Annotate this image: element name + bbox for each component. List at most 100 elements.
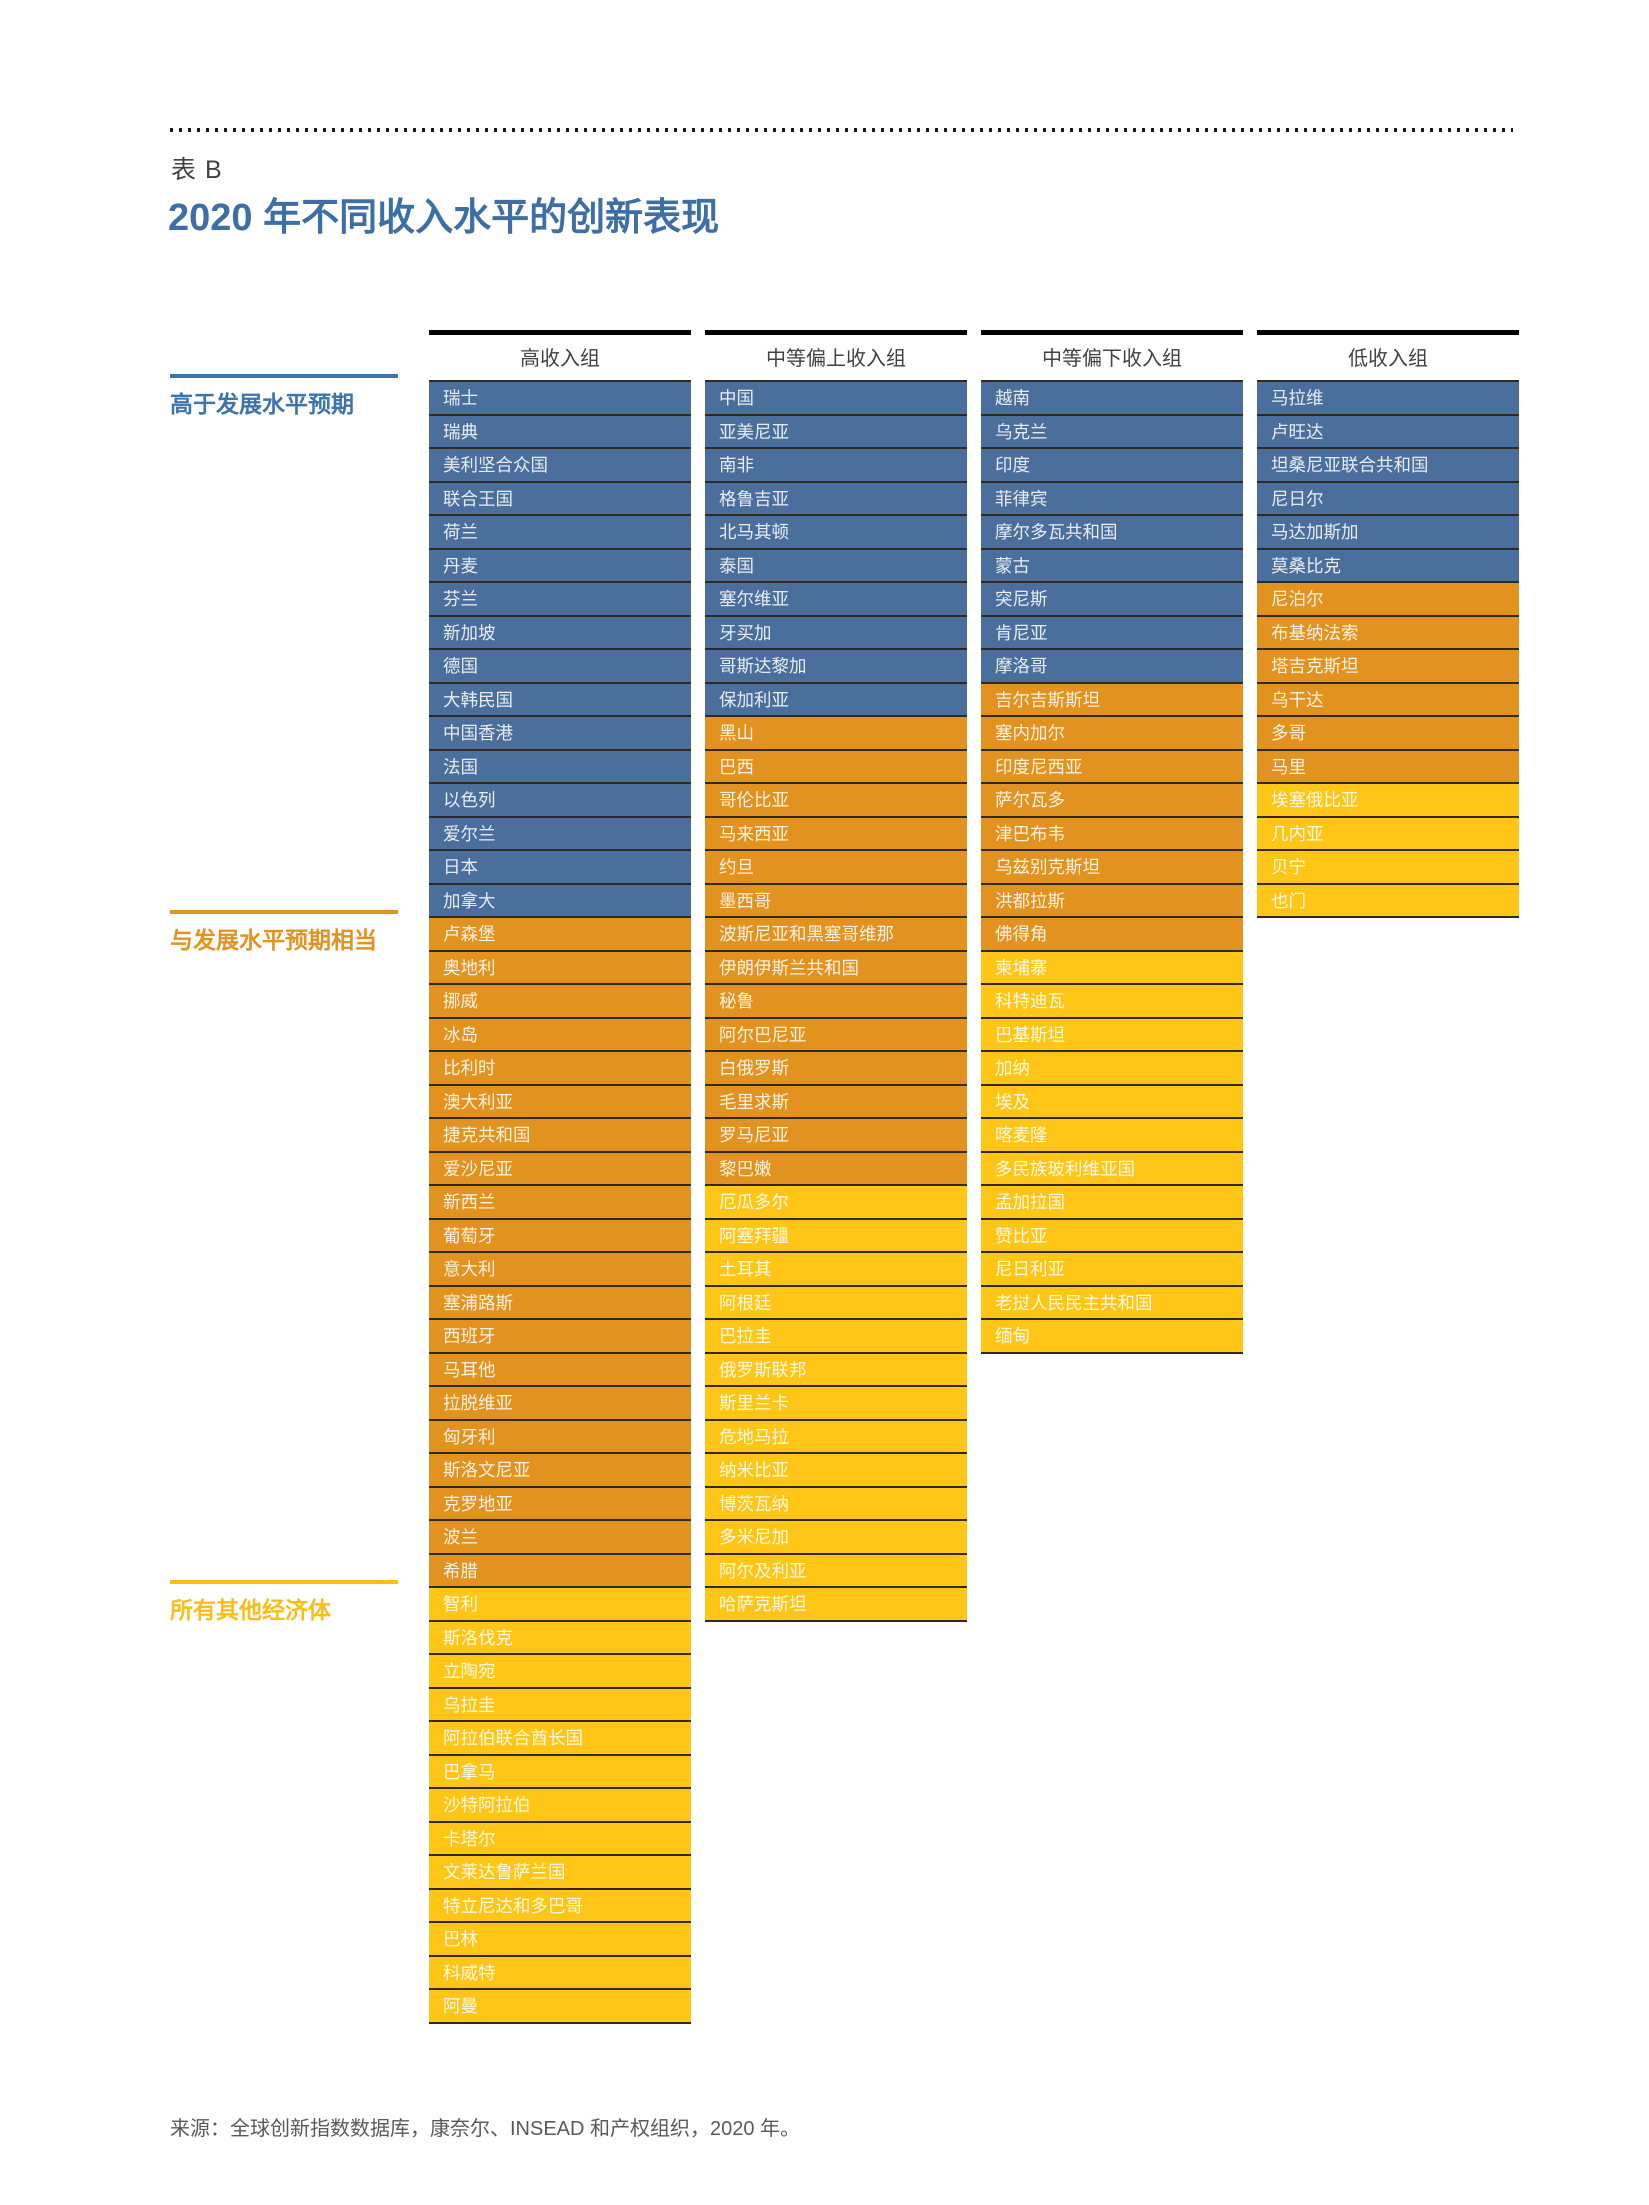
economy-cell: 阿尔巴尼亚	[705, 1018, 967, 1052]
economy-cell: 巴西	[705, 750, 967, 784]
economy-cell: 缅甸	[981, 1320, 1243, 1354]
economy-cell: 厄瓜多尔	[705, 1186, 967, 1220]
economy-cell: 尼日利亚	[981, 1253, 1243, 1287]
economy-cell: 埃塞俄比亚	[1257, 784, 1519, 818]
economy-cell: 马里	[1257, 750, 1519, 784]
economy-cell: 多民族玻利维亚国	[981, 1152, 1243, 1186]
economy-cell: 埃及	[981, 1085, 1243, 1119]
economy-cell: 巴林	[429, 1923, 691, 1957]
economy-cell: 伊朗伊斯兰共和国	[705, 951, 967, 985]
economy-cell: 葡萄牙	[429, 1219, 691, 1253]
economy-cell: 德国	[429, 650, 691, 684]
column-header-high-income: 高收入组	[520, 348, 600, 370]
economy-cell: 爱尔兰	[429, 817, 691, 851]
economy-cell: 约旦	[705, 851, 967, 885]
top-dotted-rule	[170, 128, 1513, 132]
column-header-bar-high-income	[429, 330, 691, 335]
economy-cell: 多米尼加	[705, 1521, 967, 1555]
economy-cell: 菲律宾	[981, 482, 1243, 516]
economy-cell: 塔吉克斯坦	[1257, 650, 1519, 684]
group-rule-all-other-economies	[170, 1580, 398, 1584]
economy-cell: 文莱达鲁萨兰国	[429, 1856, 691, 1890]
economy-cell: 阿根廷	[705, 1286, 967, 1320]
economy-cell: 白俄罗斯	[705, 1052, 967, 1086]
economy-cell: 塞浦路斯	[429, 1286, 691, 1320]
economy-cell: 爱沙尼亚	[429, 1152, 691, 1186]
economy-cell: 黎巴嫩	[705, 1152, 967, 1186]
economy-cell: 斯洛文尼亚	[429, 1454, 691, 1488]
economy-cell: 捷克共和国	[429, 1119, 691, 1153]
economy-cell: 坦桑尼亚联合共和国	[1257, 449, 1519, 483]
economy-cell: 牙买加	[705, 616, 967, 650]
economy-cell: 联合王国	[429, 482, 691, 516]
economy-cell: 乌克兰	[981, 415, 1243, 449]
economy-cell: 特立尼达和多巴哥	[429, 1889, 691, 1923]
economy-cell: 拉脱维亚	[429, 1387, 691, 1421]
economy-cell: 印度	[981, 449, 1243, 483]
economy-cell: 匈牙利	[429, 1420, 691, 1454]
economy-cell: 克罗地亚	[429, 1487, 691, 1521]
economy-cell: 卢森堡	[429, 918, 691, 952]
economy-cell: 津巴布韦	[981, 817, 1243, 851]
column-header-bar-lower-middle-income	[981, 330, 1243, 335]
economy-cell: 摩洛哥	[981, 650, 1243, 684]
economy-cell: 摩尔多瓦共和国	[981, 516, 1243, 550]
economy-cell: 蒙古	[981, 549, 1243, 583]
economy-cell: 西班牙	[429, 1320, 691, 1354]
economy-cell: 危地马拉	[705, 1420, 967, 1454]
economy-cell: 印度尼西亚	[981, 750, 1243, 784]
economy-cell: 加拿大	[429, 884, 691, 918]
economy-cell: 秘鲁	[705, 985, 967, 1019]
economy-cell: 肯尼亚	[981, 616, 1243, 650]
economy-column-high-income: 瑞士 瑞典 美利坚合众国 联合王国 荷兰 丹麦 芬兰 新加坡 德国 大韩民国 中国香港 法国 以色列 爱尔…	[429, 380, 691, 2024]
economy-cell: 博茨瓦纳	[705, 1487, 967, 1521]
economy-column-upper-middle-income: 中国 亚美尼亚 南非 格鲁吉亚 北马其顿 泰国 塞尔维亚 牙买加 哥斯达黎加 保加利亚 黑山 巴西 哥伦…	[705, 380, 967, 1622]
economy-cell: 加纳	[981, 1052, 1243, 1086]
economy-cell: 亚美尼亚	[705, 415, 967, 449]
economy-cell: 冰岛	[429, 1018, 691, 1052]
economy-cell: 马达加斯加	[1257, 516, 1519, 550]
economy-cell: 阿尔及利亚	[705, 1554, 967, 1588]
economy-cell: 波斯尼亚和黑塞哥维那	[705, 918, 967, 952]
economy-column-low-income: 马拉维 卢旺达 坦桑尼亚联合共和国 尼日尔 马达加斯加 莫桑比克 尼泊尔 布基纳法索 塔吉克斯坦…	[1257, 380, 1519, 918]
economy-cell: 格鲁吉亚	[705, 482, 967, 516]
economy-cell: 乌干达	[1257, 683, 1519, 717]
economy-cell: 卡塔尔	[429, 1822, 691, 1856]
economy-cell: 乌拉圭	[429, 1688, 691, 1722]
economy-cell: 波兰	[429, 1521, 691, 1555]
economy-cell: 奥地利	[429, 951, 691, 985]
economy-cell: 赞比亚	[981, 1219, 1243, 1253]
economy-cell: 比利时	[429, 1052, 691, 1086]
economy-cell: 卢旺达	[1257, 415, 1519, 449]
economy-cell: 塞尔维亚	[705, 583, 967, 617]
economy-cell: 塞内加尔	[981, 717, 1243, 751]
economy-cell: 土耳其	[705, 1253, 967, 1287]
group-label-text: 高于发展水平预期	[170, 391, 354, 417]
economy-cell: 俄罗斯联邦	[705, 1353, 967, 1387]
economy-cell: 越南	[981, 382, 1243, 416]
economy-cell: 罗马尼亚	[705, 1119, 967, 1153]
economy-cell: 大韩民国	[429, 683, 691, 717]
column-header-upper-middle-income: 中等偏上收入组	[766, 348, 906, 370]
economy-cell: 贝宁	[1257, 851, 1519, 885]
economy-cell: 希腊	[429, 1554, 691, 1588]
group-label-text: 所有其他经济体	[170, 1597, 331, 1623]
group-label-all-other-economies: 所有其他经济体	[170, 1580, 420, 1625]
source-note: 来源：全球创新指数数据库，康奈尔、INSEAD 和产权组织，2020 年。	[170, 2118, 801, 2140]
group-rule-above-expectations	[170, 374, 398, 378]
economy-cell: 澳大利亚	[429, 1085, 691, 1119]
economy-cell: 意大利	[429, 1253, 691, 1287]
economy-cell: 阿拉伯联合酋长国	[429, 1722, 691, 1756]
economy-cell: 中国	[705, 382, 967, 416]
economy-cell: 日本	[429, 851, 691, 885]
economy-cell: 毛里求斯	[705, 1085, 967, 1119]
economy-cell: 柬埔寨	[981, 951, 1243, 985]
economy-cell: 立陶宛	[429, 1655, 691, 1689]
economy-cell: 科威特	[429, 1956, 691, 1990]
economy-cell: 泰国	[705, 549, 967, 583]
economy-cell: 中国香港	[429, 717, 691, 751]
economy-cell: 瑞典	[429, 415, 691, 449]
economy-cell: 北马其顿	[705, 516, 967, 550]
economy-cell: 南非	[705, 449, 967, 483]
